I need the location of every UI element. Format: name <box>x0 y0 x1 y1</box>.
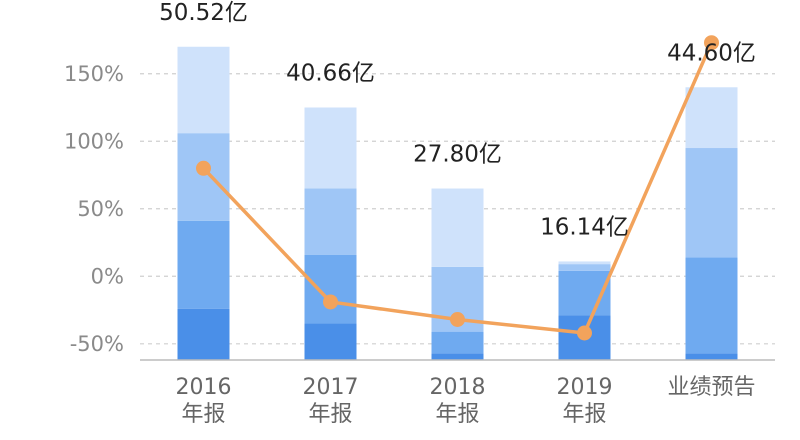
bar-segment <box>558 261 611 265</box>
bar-segment <box>431 353 484 360</box>
line-point <box>577 325 592 341</box>
x-tick-label: 2019 <box>557 375 613 400</box>
x-tick-label: 年报 <box>435 402 479 427</box>
data-label: 44.60亿 <box>667 40 756 66</box>
x-tick-label: 年报 <box>562 402 606 427</box>
y-tick-label: 0% <box>91 264 124 288</box>
data-label: 27.80亿 <box>413 142 502 168</box>
x-tick-label: 2017 <box>303 375 359 400</box>
data-label: 40.66亿 <box>286 61 375 87</box>
line-point <box>323 294 338 310</box>
y-tick-label: 50% <box>77 197 124 221</box>
bar-segment <box>685 257 738 354</box>
line-point <box>704 35 719 51</box>
bar-segment <box>685 87 738 149</box>
bar-segment <box>304 107 357 189</box>
data-label: 16.14亿 <box>540 214 629 240</box>
bar-segment <box>177 46 230 134</box>
bar-segment <box>685 148 738 258</box>
line-point <box>450 311 465 327</box>
bar-segment <box>685 353 738 360</box>
x-tick-label: 年报 <box>181 402 225 427</box>
x-tick-label: 业绩预告 <box>667 375 755 400</box>
bar-segment <box>304 254 357 324</box>
data-label: 50.52亿 <box>159 0 248 26</box>
x-tick-label: 2018 <box>430 375 486 400</box>
growth-line <box>196 35 719 341</box>
bar-segment <box>431 331 484 354</box>
y-tick-label: 100% <box>64 129 124 153</box>
bar-value-labels: 50.52亿 40.66亿 27.80亿 16.14亿 44.60亿 <box>159 0 756 240</box>
bar-segment <box>304 188 357 255</box>
y-axis-ticks: -50% 0% 50% 100% 150% <box>64 62 124 356</box>
y-tick-label: -50% <box>70 332 124 356</box>
bars <box>177 46 738 360</box>
bar-segment <box>177 133 230 221</box>
line-point <box>196 160 211 176</box>
bar-segment <box>431 188 484 267</box>
y-tick-label: 150% <box>64 62 124 86</box>
x-tick-label: 年报 <box>308 402 352 427</box>
bar-segment <box>304 323 357 360</box>
bar-segment <box>177 308 230 360</box>
bar-segment <box>558 264 611 271</box>
x-tick-label: 2016 <box>176 375 232 400</box>
bar-segment <box>177 220 230 309</box>
